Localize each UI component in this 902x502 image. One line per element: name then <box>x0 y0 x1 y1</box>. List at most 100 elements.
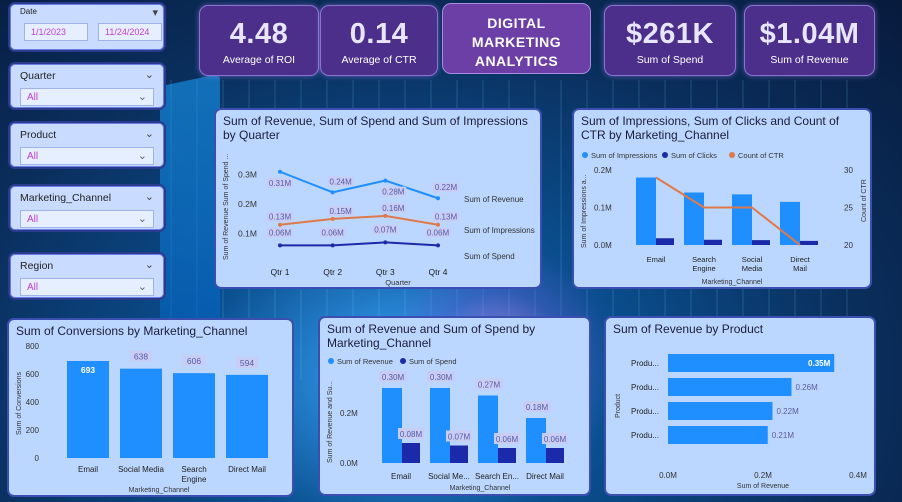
date-start-input[interactable]: 1/1/2023 <box>24 23 88 41</box>
data-label-bg <box>523 401 551 412</box>
y-axis-title: Sum of Impressions a... <box>581 174 588 248</box>
kpi-avg-ctr[interactable]: 0.14 Average of CTR <box>320 5 438 76</box>
kpi-avg-roi[interactable]: 4.48 Average of ROI <box>199 5 319 76</box>
region-slicer[interactable]: Region ⌄ All ⌄ <box>8 252 166 300</box>
chart-impressions-panel[interactable]: Sum of Impressions, Sum of Clicks and Co… <box>572 108 872 289</box>
date-end-input[interactable]: 11/24/2024 <box>98 23 162 41</box>
calendar-icon[interactable]: ▾ <box>152 7 158 19</box>
chart-product-panel[interactable]: Sum of Revenue by Product Produ... 0.35M P… <box>604 316 876 496</box>
chevron-down-icon[interactable]: ⌄ <box>144 259 154 271</box>
data-label-bg <box>267 177 293 188</box>
data-label-bg <box>327 176 354 187</box>
data-label: 0.31M <box>269 179 292 188</box>
data-label: 0.06M <box>269 228 292 237</box>
data-point <box>436 196 440 201</box>
kpi-value: $261K <box>626 18 714 50</box>
quarter-value: All <box>27 92 39 103</box>
product-hbar-chart[interactable]: Produ... 0.35M Produ... 0.26M Produ... 0.22M P… <box>606 318 876 496</box>
y-tick-label: 0.2M <box>594 166 612 175</box>
bar-impressions <box>780 201 800 245</box>
channel-dropdown[interactable]: All ⌄ <box>20 210 154 228</box>
data-label: 606 <box>187 356 201 366</box>
report-title-line: ANALYTICS <box>474 53 559 69</box>
data-point <box>330 243 335 248</box>
quarter-line-chart[interactable]: 0.1M 0.2M 0.3M Sum of Revenue Sum of Spend … <box>216 110 542 289</box>
kpi-label: Sum of Revenue <box>770 54 849 66</box>
chart-rev-spend-panel[interactable]: Sum of Revenue and Sum of Spend by Marke… <box>318 316 591 496</box>
x-tick-label: Direct <box>790 255 811 264</box>
kpi-value: $1.04M <box>759 18 860 50</box>
x-tick-label: Search En... <box>475 472 519 481</box>
data-label: 0.24M <box>330 177 353 186</box>
bar-spend <box>450 445 468 463</box>
product-dropdown[interactable]: All ⌄ <box>20 147 154 165</box>
channel-slicer[interactable]: Marketing_Channel ⌄ All ⌄ <box>8 184 166 232</box>
kpi-sum-revenue[interactable]: $1.04M Sum of Revenue <box>744 5 875 76</box>
conversions-bar-chart[interactable]: 0 200 400 600 800 Sum of Conversions 693 Email 6… <box>9 320 294 497</box>
y-tick-label: 0.3M <box>238 170 257 180</box>
x-tick-label: Direct Mail <box>526 472 564 481</box>
data-point <box>436 222 440 227</box>
legend-marker <box>582 152 588 158</box>
y-tick-label: Produ... <box>631 383 659 392</box>
bar <box>668 426 768 444</box>
chevron-down-icon: ⌄ <box>137 213 147 225</box>
bar <box>120 368 162 458</box>
x-axis-title: Quarter <box>385 278 411 287</box>
y-tick-label: 0.1M <box>238 229 257 239</box>
chart-title: Sum of Revenue by Product <box>613 322 764 336</box>
rev-spend-bar-chart[interactable]: Sum of Revenue Sum of Spend 0.0M 0.2M Sum of… <box>320 318 591 496</box>
x-tick-label: Engine <box>182 475 207 484</box>
chart-conversions-panel[interactable]: Sum of Conversions by Marketing_Channel … <box>7 318 294 497</box>
data-label: 693 <box>81 365 95 375</box>
data-label: 638 <box>134 352 148 362</box>
x-tick-label: Qtr 1 <box>271 267 290 277</box>
legend-marker <box>328 358 334 364</box>
data-label-bg <box>475 378 503 390</box>
data-label: 0.07M <box>448 433 471 442</box>
quarter-slicer[interactable]: Quarter ⌄ All ⌄ <box>8 62 166 110</box>
x-tick-label: 0.0M <box>659 471 677 480</box>
data-point <box>330 216 335 221</box>
chart-quarter-panel[interactable]: Sum of Revenue, Sum of Spend and Sum of … <box>214 108 542 289</box>
channel-value: All <box>27 214 39 225</box>
y-axis-title: Sum of Revenue and Su... <box>327 381 334 463</box>
report-title: DIGITAL MARKETING ANALYTICS <box>442 3 591 74</box>
y2-axis-title: Count of CTR <box>861 179 868 222</box>
data-label: 0.16M <box>382 204 405 213</box>
data-label: 0.22M <box>777 407 800 416</box>
chevron-down-icon[interactable]: ⌄ <box>144 128 154 140</box>
data-label-bg <box>398 428 424 439</box>
x-tick-label: Social <box>742 255 763 264</box>
y-tick-label: Produ... <box>631 431 659 440</box>
data-label-bg <box>433 211 459 222</box>
x-tick-label: Engine <box>692 264 715 273</box>
chevron-down-icon[interactable]: ⌄ <box>144 69 154 81</box>
ctr-line <box>655 176 801 246</box>
y-tick-label: 0 <box>35 454 40 463</box>
x-axis-title: Marketing_Channel <box>702 279 763 286</box>
impressions-combo-chart[interactable]: Sum of Impressions Sum of Clicks Count of … <box>574 110 872 289</box>
bar-impressions <box>732 194 752 245</box>
region-slicer-label: Region <box>20 260 54 272</box>
data-label: 0.06M <box>544 435 567 444</box>
x-tick-label: Email <box>78 465 98 474</box>
bar <box>67 360 109 458</box>
product-slicer[interactable]: Product ⌄ All ⌄ <box>8 121 166 169</box>
kpi-sum-spend[interactable]: $261K Sum of Spend <box>604 5 736 76</box>
data-label: 0.22M <box>435 183 458 192</box>
data-label: 0.30M <box>382 373 405 382</box>
data-label-bg <box>379 371 407 382</box>
bar-spend <box>402 443 420 463</box>
x-tick-label: Qtr 4 <box>429 267 448 277</box>
data-point <box>383 178 388 183</box>
quarter-dropdown[interactable]: All ⌄ <box>20 88 154 106</box>
region-dropdown[interactable]: All ⌄ <box>20 278 154 296</box>
kpi-label: Average of CTR <box>341 54 417 66</box>
x-axis-title: Marketing_Channel <box>129 487 190 494</box>
y-tick-label: 0.2M <box>340 409 358 418</box>
series-line <box>280 241 439 247</box>
chevron-down-icon[interactable]: ⌄ <box>144 191 154 203</box>
date-slicer[interactable]: Date 1/1/2023 11/24/2024 ▾ <box>8 2 166 52</box>
chevron-down-icon: ⌄ <box>137 281 147 293</box>
